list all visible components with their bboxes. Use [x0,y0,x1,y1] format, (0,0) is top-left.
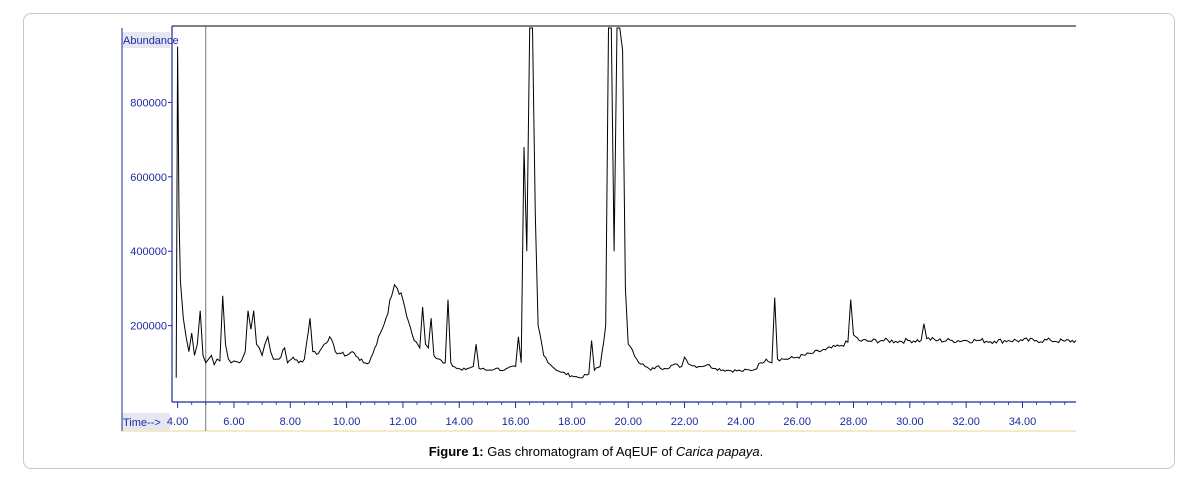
x-axis-title: Time--> [123,417,161,429]
x-tick-label: 28.00 [840,416,868,428]
x-tick-label: 20.00 [614,416,642,428]
caption-label: Figure 1: [428,444,484,459]
x-tick-label: 26.00 [783,416,811,428]
figure-frame [23,13,1175,469]
x-tick-label: 18.00 [558,416,586,428]
x-tick-label: 6.00 [223,416,244,428]
caption-suffix: . [759,444,764,459]
y-axis-title: Abundance [123,35,179,47]
tick-labels: 200000 400000 600000 800000 4.00 6.00 8.00 10.0… [130,97,1036,428]
ylabel-background [122,32,170,48]
x-tick-label: 32.00 [952,416,980,428]
figure-caption: Figure 1: Gas chromatogram of AqEUF of C… [0,444,1192,459]
chromatogram-chart: Abundance Time--> 200000 400000 600000 8000… [121,25,1077,432]
x-tick-label: 14.00 [445,416,473,428]
x-tick-label: 8.00 [280,416,301,428]
y-tick-label: 800000 [130,97,167,109]
series-trace [175,27,1077,379]
caption-text: Gas chromatogram of AqEUF of [487,444,673,459]
y-tick-label: 200000 [130,321,167,333]
x-tick-label: 34.00 [1009,416,1037,428]
x-tick-label: 30.00 [896,416,924,428]
x-tick-label: 12.00 [389,416,417,428]
xlabel-background [122,413,170,430]
x-tick-label: 4.00 [167,416,188,428]
x-tick-label: 10.00 [333,416,361,428]
x-tick-label: 24.00 [727,416,755,428]
axes [121,25,1076,432]
x-tick-label: 16.00 [502,416,530,428]
x-tick-label: 22.00 [671,416,699,428]
y-tick-label: 600000 [130,172,167,184]
y-tick-label: 400000 [130,246,167,258]
caption-species: Carica papaya [675,444,760,459]
